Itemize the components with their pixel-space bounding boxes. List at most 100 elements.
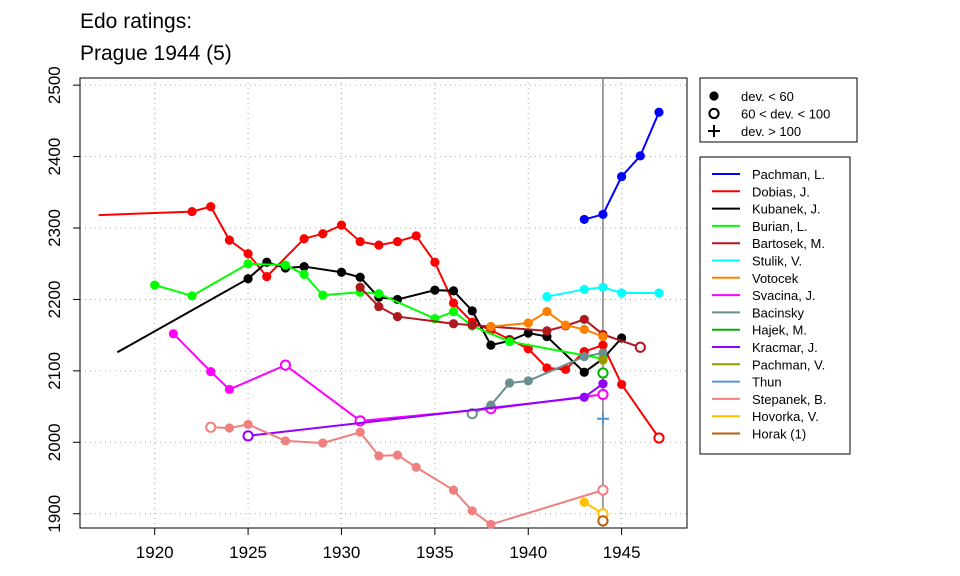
data-point	[262, 271, 272, 282]
y-tick-label: 2500	[45, 66, 64, 104]
data-point	[411, 462, 421, 472]
y-tick-label: 1900	[45, 495, 64, 533]
data-point	[205, 421, 217, 433]
data-point	[150, 280, 160, 290]
y-tick-label: 2200	[45, 281, 64, 319]
data-point	[336, 220, 347, 230]
chart-title: Edo ratings: Prague 1944 (5)	[80, 10, 232, 65]
legend-symbol	[708, 107, 720, 120]
data-point	[597, 367, 609, 379]
data-point	[279, 359, 292, 371]
data-point	[392, 450, 403, 460]
data-point	[448, 286, 459, 296]
data-point	[336, 267, 347, 277]
data-point	[392, 236, 403, 247]
data-point	[596, 412, 609, 425]
data-point	[374, 451, 384, 461]
data-point	[392, 311, 403, 322]
data-point	[374, 240, 384, 250]
data-point	[542, 306, 552, 317]
series-line	[116, 261, 623, 374]
series-6	[486, 306, 608, 342]
series-12	[596, 412, 609, 425]
series-line	[154, 262, 604, 360]
data-point	[654, 288, 664, 298]
data-point	[504, 336, 515, 347]
data-point	[598, 379, 608, 389]
data-point	[318, 290, 328, 300]
data-point	[355, 282, 365, 292]
data-point	[597, 484, 609, 496]
data-point	[597, 388, 609, 401]
data-point	[224, 384, 235, 395]
series-0	[579, 107, 664, 225]
data-point	[579, 314, 589, 325]
x-tick-label: 1930	[323, 543, 361, 562]
data-point	[653, 432, 665, 444]
marker-legend: dev. < 60 60 < dev. < 100 dev. > 100	[699, 77, 858, 143]
series-legend-box	[699, 156, 851, 455]
data-point	[430, 285, 440, 295]
legend-label: Votocek	[752, 271, 799, 286]
legend-label: Burian, L.	[752, 219, 808, 234]
x-tick-label: 1945	[603, 543, 641, 562]
data-point	[579, 392, 589, 402]
y-tick-label: 2300	[45, 209, 64, 247]
data-point	[467, 306, 477, 316]
data-point	[411, 231, 421, 241]
y-tick-label: 2100	[45, 352, 64, 390]
grid-lines	[80, 78, 687, 528]
data-point	[598, 331, 608, 342]
data-point	[504, 378, 515, 388]
data-point	[579, 214, 589, 225]
series-5	[542, 282, 664, 302]
series-15	[597, 515, 609, 527]
data-point	[486, 340, 496, 350]
y-tick-label: 2400	[45, 138, 64, 176]
data-point	[598, 282, 608, 292]
data-point	[430, 257, 440, 267]
data-point	[598, 340, 608, 350]
data-point	[617, 171, 627, 182]
data-point	[355, 272, 365, 282]
data-point	[299, 234, 309, 244]
data-point	[634, 341, 646, 353]
data-point	[299, 261, 309, 272]
data-point	[243, 249, 253, 259]
data-point	[486, 519, 496, 530]
data-point	[318, 229, 328, 239]
data-point	[579, 324, 589, 335]
legend-label: dev. > 100	[741, 124, 801, 139]
data-point	[542, 363, 552, 373]
data-point	[448, 298, 459, 308]
legend-label: dev. < 60	[741, 89, 794, 104]
data-point	[654, 107, 664, 117]
series-9	[597, 367, 609, 379]
data-point	[355, 427, 365, 437]
data-point	[243, 419, 253, 430]
legend-label: Stulik, V.	[752, 254, 802, 269]
series-line	[210, 423, 604, 526]
legend-label: Bartosek, M.	[752, 236, 825, 251]
data-point	[635, 151, 645, 161]
x-axis: 1920 1925 1930 1935 1940 1945	[136, 528, 641, 562]
series-legend: Pachman, L. Dobias, J. Kubanek, J. Burian, …	[699, 156, 851, 455]
data-point	[486, 321, 496, 332]
x-tick-label: 1925	[229, 543, 267, 562]
data-point	[448, 319, 459, 329]
data-point	[598, 209, 608, 220]
data-point	[523, 376, 533, 386]
data-point	[598, 348, 608, 358]
data-point	[597, 515, 609, 527]
data-point	[523, 328, 533, 338]
data-point	[187, 291, 197, 301]
data-point	[355, 236, 365, 247]
y-tick-label: 2000	[45, 423, 64, 461]
series-13	[205, 419, 609, 530]
chart-title-line-2: Prague 1944 (5)	[80, 42, 232, 65]
data-point	[448, 485, 459, 495]
x-tick-label: 1920	[136, 543, 174, 562]
data-point	[542, 326, 552, 336]
data-point	[242, 430, 254, 442]
plot-area-frame	[79, 77, 688, 529]
